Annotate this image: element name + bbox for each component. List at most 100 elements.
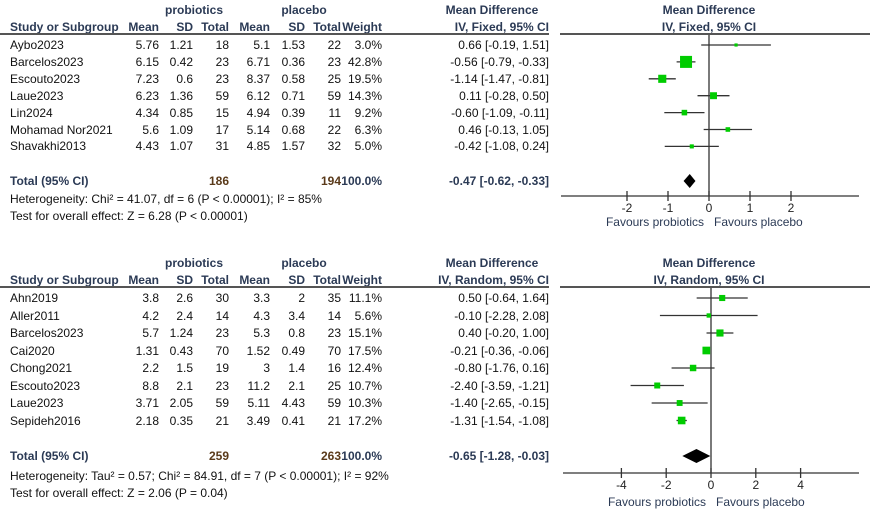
- favours-left-label: Favours probiotics: [608, 495, 706, 509]
- experimental-sd: 1.5: [176, 361, 193, 375]
- experimental-sd: 1.07: [169, 139, 193, 154]
- column-header-sd: SD: [176, 273, 193, 287]
- x-tick-label: 0: [706, 201, 713, 215]
- control-total: 59: [327, 396, 341, 410]
- control-total: 21: [327, 413, 341, 428]
- study-marker: [658, 74, 667, 83]
- control-mean: 4.3: [253, 308, 270, 323]
- pooled-effect-diamond: [683, 174, 696, 188]
- study-marker: [719, 294, 726, 302]
- experimental-total: 30: [215, 291, 229, 305]
- control-sd: 4.43: [281, 396, 305, 410]
- experimental-total: 70: [215, 343, 229, 358]
- pooled-effect-diamond: [682, 449, 711, 463]
- study-effect-ci: 0.46 [-0.13, 1.05]: [458, 122, 549, 137]
- study-effect-ci: -1.40 [-2.65, -0.15]: [450, 396, 549, 410]
- study-effect-ci: -0.56 [-0.79, -0.33]: [450, 54, 549, 69]
- experimental-mean: 5.76: [135, 38, 159, 52]
- control-mean: 5.1: [253, 38, 270, 52]
- column-header-ci: IV, Fixed, 95% CI: [454, 20, 549, 34]
- study-effect-ci: -0.21 [-0.36, -0.06]: [450, 343, 549, 358]
- study-name: Barcelos2023: [10, 326, 84, 340]
- control-mean: 4.94: [246, 105, 270, 120]
- study-weight: 11.1%: [348, 291, 382, 305]
- study-marker: [716, 329, 724, 337]
- experimental-total: 59: [215, 396, 229, 410]
- experimental-mean: 5.7: [142, 326, 159, 340]
- x-tick-label: -4: [616, 478, 627, 492]
- study-marker: [689, 364, 697, 372]
- study-marker: [689, 144, 694, 149]
- experimental-total: 23: [215, 378, 229, 393]
- experimental-sd: 1.24: [169, 326, 193, 340]
- total-weight: 100.0%: [341, 174, 382, 188]
- study-marker: [654, 382, 661, 389]
- control-sd: 1.57: [281, 139, 305, 154]
- column-header-total: Total: [313, 20, 341, 34]
- column-header-total: Total: [313, 273, 341, 287]
- study-marker: [676, 400, 683, 406]
- x-tick-label: 2: [788, 201, 795, 215]
- experimental-mean: 8.8: [142, 378, 159, 393]
- experimental-mean: 6.23: [135, 88, 159, 103]
- experimental-sd: 2.1: [176, 378, 193, 393]
- control-mean: 6.71: [246, 54, 270, 69]
- x-tick-label: 4: [797, 478, 804, 492]
- study-weight: 10.3%: [347, 396, 382, 410]
- total-control-n: 263: [320, 449, 341, 463]
- column-header-ci: IV, Random, 95% CI: [438, 273, 549, 287]
- study-name: Cai2020: [10, 343, 55, 358]
- study-name: Escouto2023: [10, 378, 81, 393]
- control-mean: 3: [263, 361, 270, 375]
- total-experimental-n: 186: [208, 174, 229, 188]
- column-header-mean: Mean: [239, 20, 270, 34]
- study-weight: 5.6%: [354, 308, 382, 323]
- favours-right-label: Favours placebo: [714, 215, 803, 229]
- study-name: Chong2021: [10, 361, 73, 375]
- experimental-mean: 4.2: [142, 308, 159, 323]
- control-sd: 2.1: [288, 378, 305, 393]
- x-tick-label: -1: [663, 201, 674, 215]
- experimental-sd: 2.05: [169, 396, 193, 410]
- experimental-total: 19: [215, 361, 229, 375]
- group-header-experimental: probiotics: [164, 256, 223, 270]
- table-header-divider: [0, 286, 549, 288]
- total-control-n: 194: [320, 174, 341, 188]
- experimental-mean: 4.43: [135, 139, 159, 154]
- plot-header-method: IV, Fixed, 95% CI: [661, 20, 757, 34]
- control-mean: 5.14: [246, 122, 270, 137]
- control-sd: 0.41: [281, 413, 305, 428]
- study-name: Laue2023: [10, 396, 64, 410]
- study-effect-ci: 0.50 [-0.64, 1.64]: [458, 291, 549, 305]
- control-mean: 1.52: [246, 343, 270, 358]
- experimental-mean: 7.23: [135, 71, 159, 86]
- experimental-total: 14: [215, 308, 229, 323]
- total-label: Total (95% CI): [10, 449, 89, 463]
- study-effect-ci: -1.31 [-1.54, -1.08]: [450, 413, 549, 428]
- control-mean: 11.2: [247, 378, 270, 393]
- experimental-total: 21: [215, 413, 229, 428]
- study-name: Barcelos2023: [10, 54, 84, 69]
- study-marker: [677, 416, 686, 425]
- control-sd: 0.49: [281, 343, 305, 358]
- control-total: 22: [327, 122, 341, 137]
- overall-effect-test: Test for overall effect: Z = 2.06 (P = 0…: [10, 486, 228, 500]
- control-sd: 0.58: [281, 71, 305, 86]
- control-total: 25: [327, 378, 341, 393]
- experimental-sd: 1.21: [169, 38, 193, 52]
- heterogeneity-stats: Heterogeneity: Chi² = 41.07, df = 6 (P <…: [10, 192, 322, 206]
- control-total: 32: [327, 139, 341, 154]
- experimental-mean: 2.18: [135, 413, 159, 428]
- experimental-sd: 0.43: [169, 343, 193, 358]
- x-tick-label: 0: [708, 478, 715, 492]
- study-effect-ci: 0.66 [-0.19, 1.51]: [458, 38, 549, 52]
- study-weight: 15.1%: [347, 326, 382, 340]
- control-sd: 1.4: [288, 361, 305, 375]
- control-mean: 3.49: [246, 413, 270, 428]
- control-total: 16: [327, 361, 341, 375]
- column-header-study: Study or Subgroup: [10, 273, 119, 287]
- column-header-weight: Weight: [342, 20, 382, 34]
- control-total: 35: [327, 291, 341, 305]
- control-sd: 0.71: [281, 88, 305, 103]
- experimental-sd: 1.36: [169, 88, 193, 103]
